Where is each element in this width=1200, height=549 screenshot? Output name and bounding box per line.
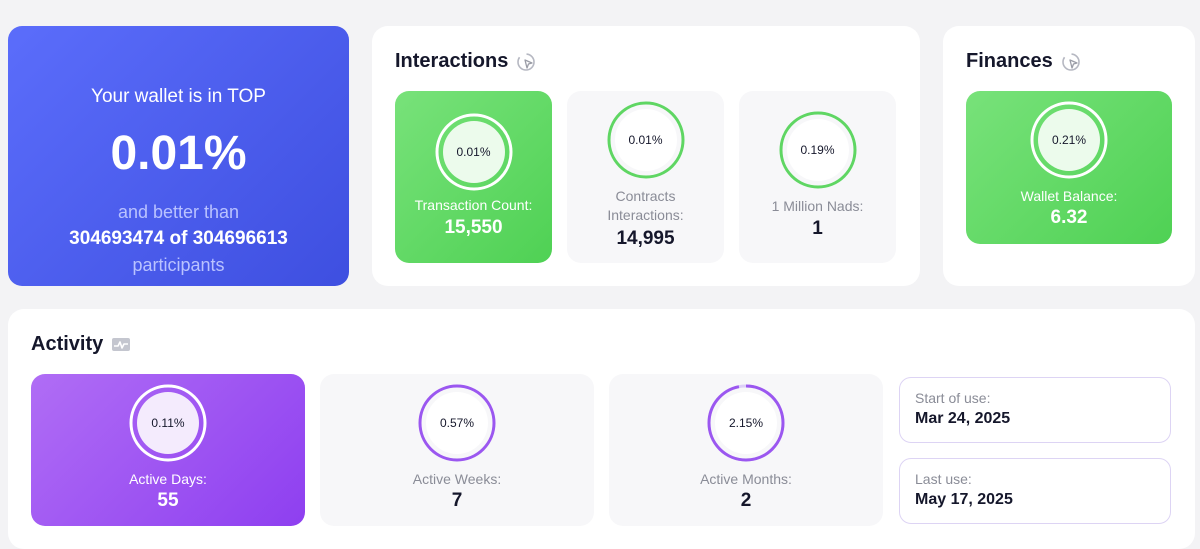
stat-label: Active Days:	[129, 471, 207, 487]
rank-participants: participants	[132, 255, 225, 275]
stat-label: Wallet Balance:	[1020, 188, 1118, 204]
percent-ring: 0.01%	[435, 113, 513, 191]
last-use-value: May 17, 2025	[915, 491, 1013, 508]
rank-better-than: and better than	[117, 202, 240, 222]
percent-ring: 0.19%	[779, 111, 857, 189]
start-of-use-label: Start of use:	[915, 390, 991, 406]
active-weeks-card: 0.57% Active Weeks: 7	[320, 374, 594, 526]
stat-value: 55	[157, 490, 179, 511]
wallet-balance-card: 0.21% Wallet Balance: 6.32	[966, 91, 1172, 244]
contracts-interactions-card: 0.01% Contracts Interactions: 14,995	[567, 91, 724, 263]
stat-value: 2	[740, 490, 752, 511]
percent-label: 2.15%	[728, 416, 764, 430]
percent-ring: 0.01%	[607, 101, 685, 179]
interactions-title: Interactions	[395, 50, 509, 72]
million-nads-card: 0.19% 1 Million Nads: 1	[739, 91, 896, 263]
rank-card: Your wallet is in TOP 0.01% and better t…	[8, 26, 349, 286]
percent-label: 0.01%	[628, 133, 663, 147]
percent-ring: 2.15%	[707, 384, 785, 462]
percent-label: 0.21%	[1051, 133, 1087, 147]
rank-percent: 0.01%	[110, 127, 247, 180]
percent-label: 0.19%	[800, 143, 835, 157]
stat-value: 1	[812, 218, 823, 239]
stat-label: Active Weeks:	[412, 471, 502, 487]
stat-value: 15,550	[444, 217, 503, 238]
percent-label: 0.01%	[456, 145, 491, 159]
active-months-card: 2.15% Active Months: 2	[609, 374, 883, 526]
stat-value: 14,995	[616, 228, 675, 249]
interactions-panel: Interactions 0.01% Transaction Count: 15…	[372, 26, 920, 286]
finances-panel: Finances 0.21% Wallet Balance: 6.32	[943, 26, 1195, 286]
percent-label: 0.57%	[439, 416, 475, 430]
finances-title: Finances	[966, 50, 1053, 72]
percent-label: 0.11%	[151, 416, 185, 430]
last-use-box: Last use: May 17, 2025	[899, 458, 1171, 524]
stat-label: Active Months:	[700, 471, 792, 487]
percent-ring: 0.21%	[1030, 101, 1108, 179]
start-of-use-value: Mar 24, 2025	[915, 410, 1011, 427]
stat-label: 1 Million Nads:	[771, 198, 864, 214]
activity-header: Activity	[31, 333, 131, 356]
last-use-label: Last use:	[915, 471, 972, 487]
stat-label: Transaction Count:	[414, 197, 533, 213]
rank-title: Your wallet is in TOP	[91, 86, 266, 107]
active-days-card: 0.11% Active Days: 55	[31, 374, 305, 526]
interactions-header: Interactions	[395, 50, 536, 73]
transaction-count-card: 0.01% Transaction Count: 15,550	[395, 91, 552, 263]
percent-ring: 0.11%	[129, 384, 207, 462]
rank-count: 304693474 of 304696613	[69, 228, 288, 249]
finances-header: Finances	[966, 50, 1081, 73]
activity-panel: Activity 0.11% Active Days: 55 0.57% Act…	[8, 309, 1195, 549]
cursor-click-icon[interactable]	[1061, 52, 1081, 72]
stat-label: Contracts Interactions:	[607, 188, 684, 223]
stat-value: 7	[451, 490, 463, 511]
activity-title: Activity	[31, 333, 104, 355]
start-of-use-box: Start of use: Mar 24, 2025	[899, 377, 1171, 443]
cursor-click-icon[interactable]	[516, 52, 536, 72]
percent-ring: 0.57%	[418, 384, 496, 462]
activity-chart-icon[interactable]	[111, 335, 131, 355]
stat-value: 6.32	[1050, 207, 1088, 228]
